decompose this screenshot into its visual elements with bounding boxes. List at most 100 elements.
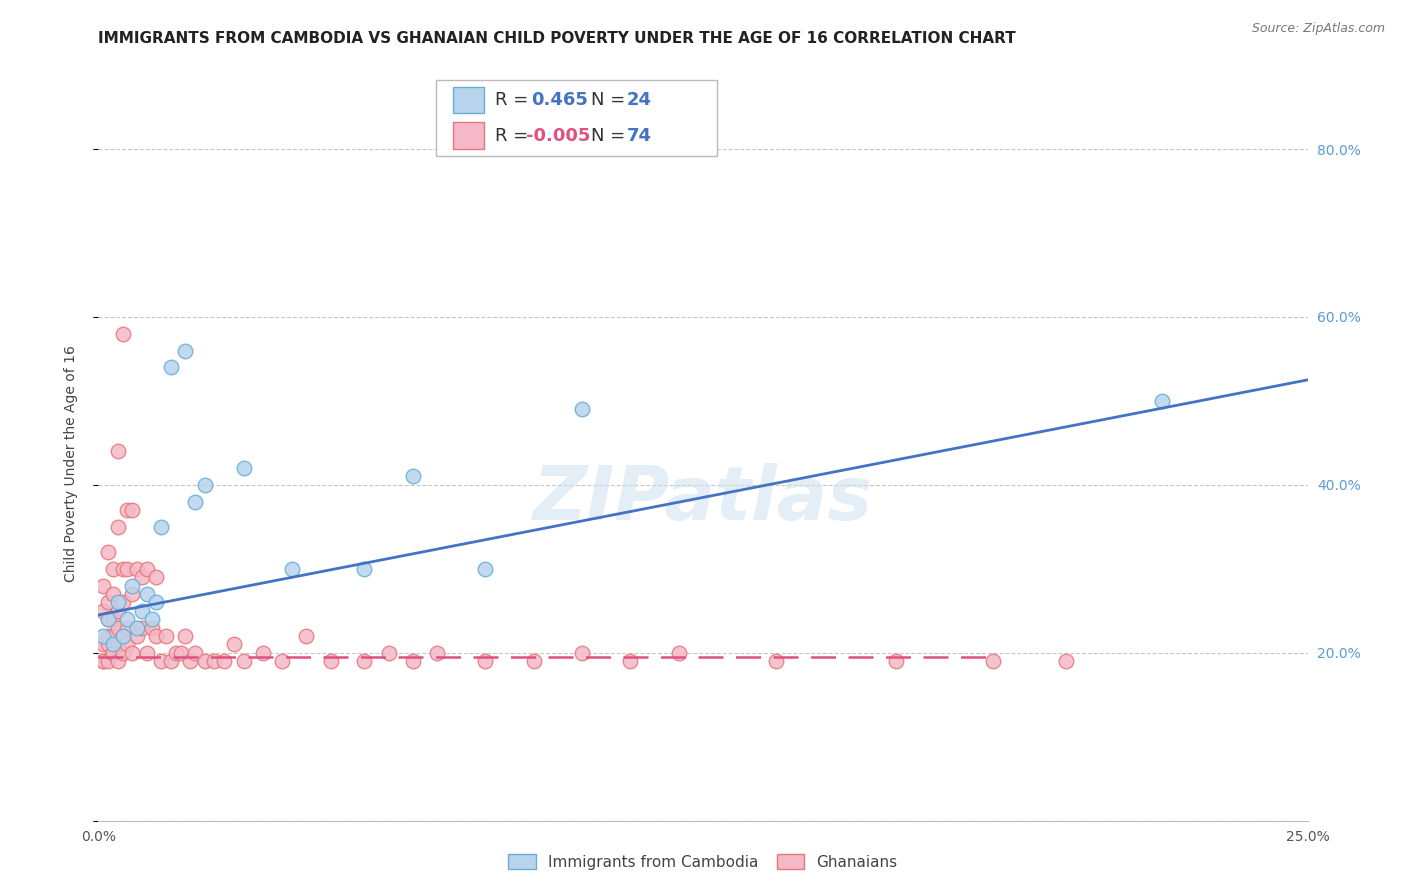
Point	[101, 629, 124, 643]
Point	[91, 637, 114, 651]
Point	[111, 562, 134, 576]
Point	[101, 562, 124, 576]
Text: N =: N =	[591, 127, 630, 145]
Point	[121, 503, 143, 517]
Text: ZIPatlas: ZIPatlas	[533, 463, 873, 536]
Point	[160, 654, 183, 668]
Point	[111, 326, 134, 341]
Point	[101, 637, 124, 651]
Point	[402, 654, 425, 668]
Point	[174, 629, 197, 643]
Point	[107, 604, 129, 618]
Point	[474, 562, 496, 576]
Text: 0.465: 0.465	[531, 91, 588, 109]
Point	[135, 562, 157, 576]
Point	[222, 637, 245, 651]
Point	[281, 562, 304, 576]
Point	[117, 612, 139, 626]
Point	[160, 360, 183, 375]
Point	[353, 562, 375, 576]
Text: 24: 24	[627, 91, 652, 109]
Point	[127, 562, 149, 576]
Point	[97, 612, 120, 626]
Point	[295, 629, 318, 643]
Point	[619, 654, 641, 668]
Point	[179, 654, 201, 668]
Point	[232, 654, 254, 668]
Point	[121, 587, 143, 601]
Text: 74: 74	[627, 127, 652, 145]
Point	[97, 595, 120, 609]
Text: R =: R =	[495, 91, 534, 109]
Point	[402, 469, 425, 483]
Point	[353, 654, 375, 668]
Point	[97, 612, 120, 626]
Point	[474, 654, 496, 668]
Point	[97, 654, 120, 668]
Point	[271, 654, 294, 668]
Point	[101, 612, 124, 626]
Text: N =: N =	[591, 91, 630, 109]
Point	[184, 646, 207, 660]
Point	[141, 621, 163, 635]
Point	[107, 654, 129, 668]
Point	[101, 646, 124, 660]
Point	[141, 612, 163, 626]
Point	[155, 629, 177, 643]
Point	[150, 520, 173, 534]
Point	[571, 402, 593, 417]
Point	[131, 570, 153, 584]
Point	[91, 629, 114, 643]
Point	[107, 595, 129, 609]
Point	[127, 621, 149, 635]
Legend: Immigrants from Cambodia, Ghanaians: Immigrants from Cambodia, Ghanaians	[501, 847, 905, 877]
Point	[127, 629, 149, 643]
Point	[91, 604, 114, 618]
Point	[91, 654, 114, 668]
Point	[194, 478, 217, 492]
Point	[117, 562, 139, 576]
Point	[91, 578, 114, 592]
Point	[135, 646, 157, 660]
Point	[91, 654, 114, 668]
Point	[212, 654, 235, 668]
Point	[107, 444, 129, 458]
Point	[150, 654, 173, 668]
Point	[765, 654, 787, 668]
Text: IMMIGRANTS FROM CAMBODIA VS GHANAIAN CHILD POVERTY UNDER THE AGE OF 16 CORRELATI: IMMIGRANTS FROM CAMBODIA VS GHANAIAN CHI…	[98, 31, 1017, 46]
Point	[117, 637, 139, 651]
Point	[97, 545, 120, 559]
Point	[426, 646, 449, 660]
Point	[165, 646, 187, 660]
Point	[184, 494, 207, 508]
Point	[107, 621, 129, 635]
Point	[145, 595, 167, 609]
Point	[169, 646, 191, 660]
Point	[107, 520, 129, 534]
Point	[117, 621, 139, 635]
Point	[319, 654, 342, 668]
Point	[135, 587, 157, 601]
Point	[194, 654, 217, 668]
Point	[204, 654, 226, 668]
Point	[121, 578, 143, 592]
Point	[377, 646, 399, 660]
Point	[117, 503, 139, 517]
Y-axis label: Child Poverty Under the Age of 16: Child Poverty Under the Age of 16	[63, 345, 77, 582]
Point	[252, 646, 274, 660]
Point	[97, 637, 120, 651]
Point	[1054, 654, 1077, 668]
Point	[111, 595, 134, 609]
Point	[668, 646, 690, 660]
Text: -0.005: -0.005	[526, 127, 591, 145]
Point	[131, 621, 153, 635]
Point	[886, 654, 908, 668]
Point	[131, 604, 153, 618]
Point	[101, 646, 124, 660]
Point	[111, 629, 134, 643]
Point	[97, 629, 120, 643]
Text: Source: ZipAtlas.com: Source: ZipAtlas.com	[1251, 22, 1385, 36]
Point	[145, 570, 167, 584]
Point	[981, 654, 1004, 668]
Point	[523, 654, 546, 668]
